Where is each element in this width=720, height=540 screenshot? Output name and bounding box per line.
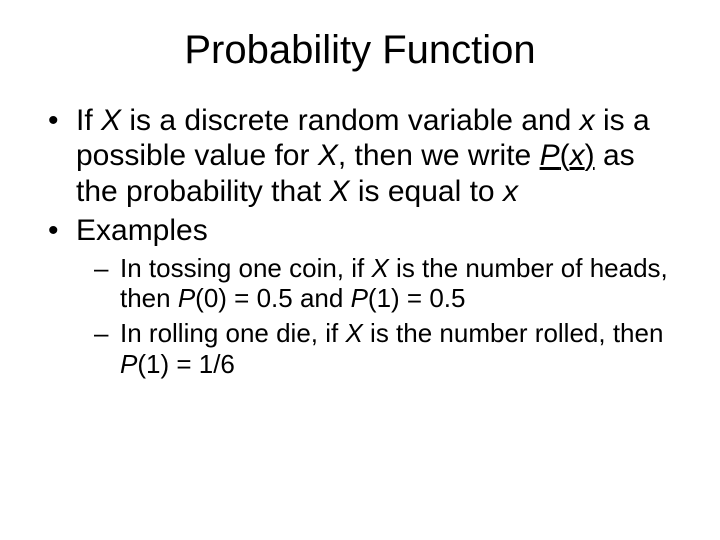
var-x-upper: X <box>101 104 121 137</box>
text: In rolling one die, if <box>120 318 345 348</box>
text: is equal to <box>350 175 503 208</box>
sub-bullet-item-1: In tossing one coin, if X is the number … <box>94 253 680 314</box>
var-x-lower: x <box>570 139 585 172</box>
bullet-item-1: If X is a discrete random variable and x… <box>48 103 680 209</box>
sub-bullet-list: In tossing one coin, if X is the number … <box>94 253 680 380</box>
text: (1) = 1/6 <box>137 349 235 379</box>
var-x-lower: x <box>503 175 518 208</box>
text: , then we write <box>338 139 540 172</box>
func-p: P <box>351 283 368 313</box>
text: Examples <box>76 214 208 247</box>
sub-bullet-item-2: In rolling one die, if X is the number r… <box>94 318 680 379</box>
var-x-upper: X <box>330 175 350 208</box>
func-p: P <box>120 349 137 379</box>
slide: Probability Function If X is a discrete … <box>0 0 720 540</box>
paren-open: ( <box>560 139 570 172</box>
text: is the number rolled, then <box>363 318 664 348</box>
var-x-upper: X <box>371 253 388 283</box>
func-p: P <box>178 283 195 313</box>
text: is a discrete random variable and <box>121 104 580 137</box>
text: (1) = 0.5 <box>368 283 466 313</box>
var-x-upper: X <box>318 139 338 172</box>
text: If <box>76 104 101 137</box>
text: In tossing one coin, if <box>120 253 371 283</box>
p-of-x-underline: P(x) <box>540 139 595 172</box>
bullet-item-2: Examples In tossing one coin, if X is th… <box>48 213 680 379</box>
slide-title: Probability Function <box>40 28 680 73</box>
bullet-list: If X is a discrete random variable and x… <box>48 103 680 379</box>
var-x-lower: x <box>580 104 595 137</box>
func-p: P <box>540 139 560 172</box>
var-x-upper: X <box>345 318 362 348</box>
text: (0) = 0.5 and <box>195 283 350 313</box>
paren-close: ) <box>585 139 595 172</box>
